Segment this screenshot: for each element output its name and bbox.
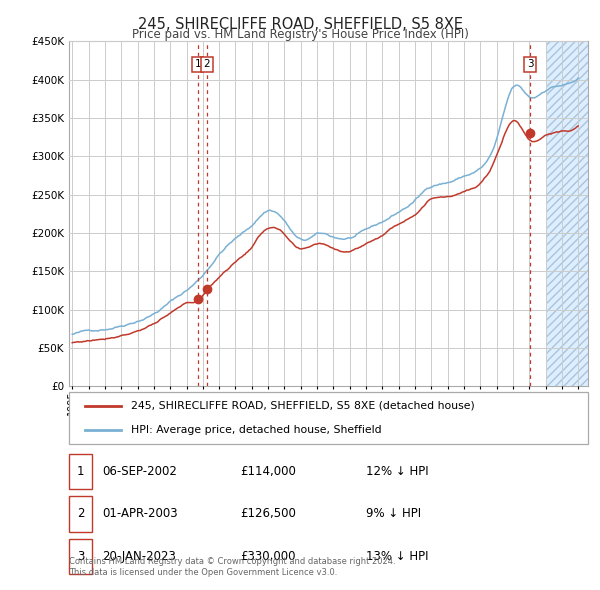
- Text: 245, SHIRECLIFFE ROAD, SHEFFIELD, S5 8XE (detached house): 245, SHIRECLIFFE ROAD, SHEFFIELD, S5 8XE…: [131, 401, 475, 411]
- Text: This data is licensed under the Open Government Licence v3.0.: This data is licensed under the Open Gov…: [69, 568, 337, 577]
- Text: £114,000: £114,000: [240, 465, 296, 478]
- Text: 13% ↓ HPI: 13% ↓ HPI: [366, 550, 428, 563]
- Text: 06-SEP-2002: 06-SEP-2002: [102, 465, 177, 478]
- Text: £126,500: £126,500: [240, 507, 296, 520]
- Text: 2: 2: [77, 507, 84, 520]
- Text: 245, SHIRECLIFFE ROAD, SHEFFIELD, S5 8XE: 245, SHIRECLIFFE ROAD, SHEFFIELD, S5 8XE: [137, 17, 463, 31]
- Bar: [547, 41, 588, 386]
- Text: 3: 3: [527, 60, 533, 69]
- Text: 3: 3: [77, 550, 84, 563]
- Text: 1: 1: [194, 60, 201, 69]
- Bar: [547, 41, 588, 386]
- Text: £330,000: £330,000: [240, 550, 296, 563]
- Text: Contains HM Land Registry data © Crown copyright and database right 2024.: Contains HM Land Registry data © Crown c…: [69, 558, 395, 566]
- Text: Price paid vs. HM Land Registry's House Price Index (HPI): Price paid vs. HM Land Registry's House …: [131, 28, 469, 41]
- Text: 01-APR-2003: 01-APR-2003: [102, 507, 178, 520]
- Text: 12% ↓ HPI: 12% ↓ HPI: [366, 465, 428, 478]
- Text: 9% ↓ HPI: 9% ↓ HPI: [366, 507, 421, 520]
- Text: 1: 1: [77, 465, 84, 478]
- Text: 20-JAN-2023: 20-JAN-2023: [102, 550, 176, 563]
- Text: HPI: Average price, detached house, Sheffield: HPI: Average price, detached house, Shef…: [131, 425, 382, 435]
- Text: 2: 2: [203, 60, 210, 69]
